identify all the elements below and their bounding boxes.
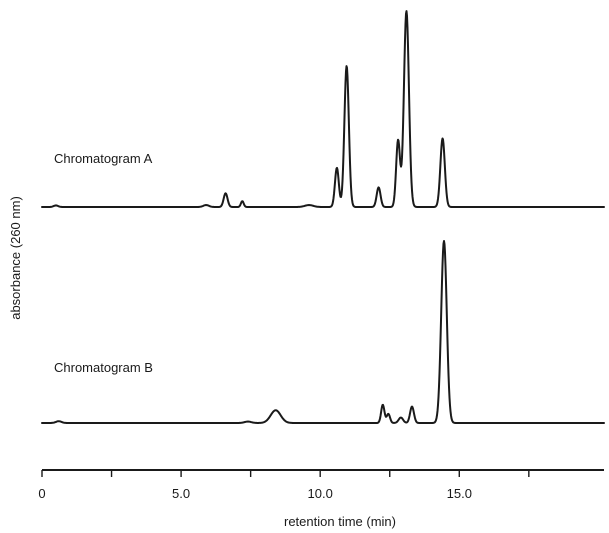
y-axis-label: absorbance (260 nm): [8, 196, 23, 320]
trace-chromatogram-a: [41, 10, 605, 208]
x-tick-label: 15.0: [447, 486, 472, 501]
x-tick-label: 0: [38, 486, 45, 501]
x-axis-ticks: 0 5.0 10.0 15.0: [38, 470, 530, 501]
x-tick-label: 5.0: [172, 486, 190, 501]
label-chromatogram-a: Chromatogram A: [54, 151, 153, 166]
x-axis-label: retention time (min): [284, 514, 396, 529]
label-chromatogram-b: Chromatogram B: [54, 360, 153, 375]
x-tick-label: 10.0: [308, 486, 333, 501]
trace-chromatogram-b: [41, 240, 605, 424]
